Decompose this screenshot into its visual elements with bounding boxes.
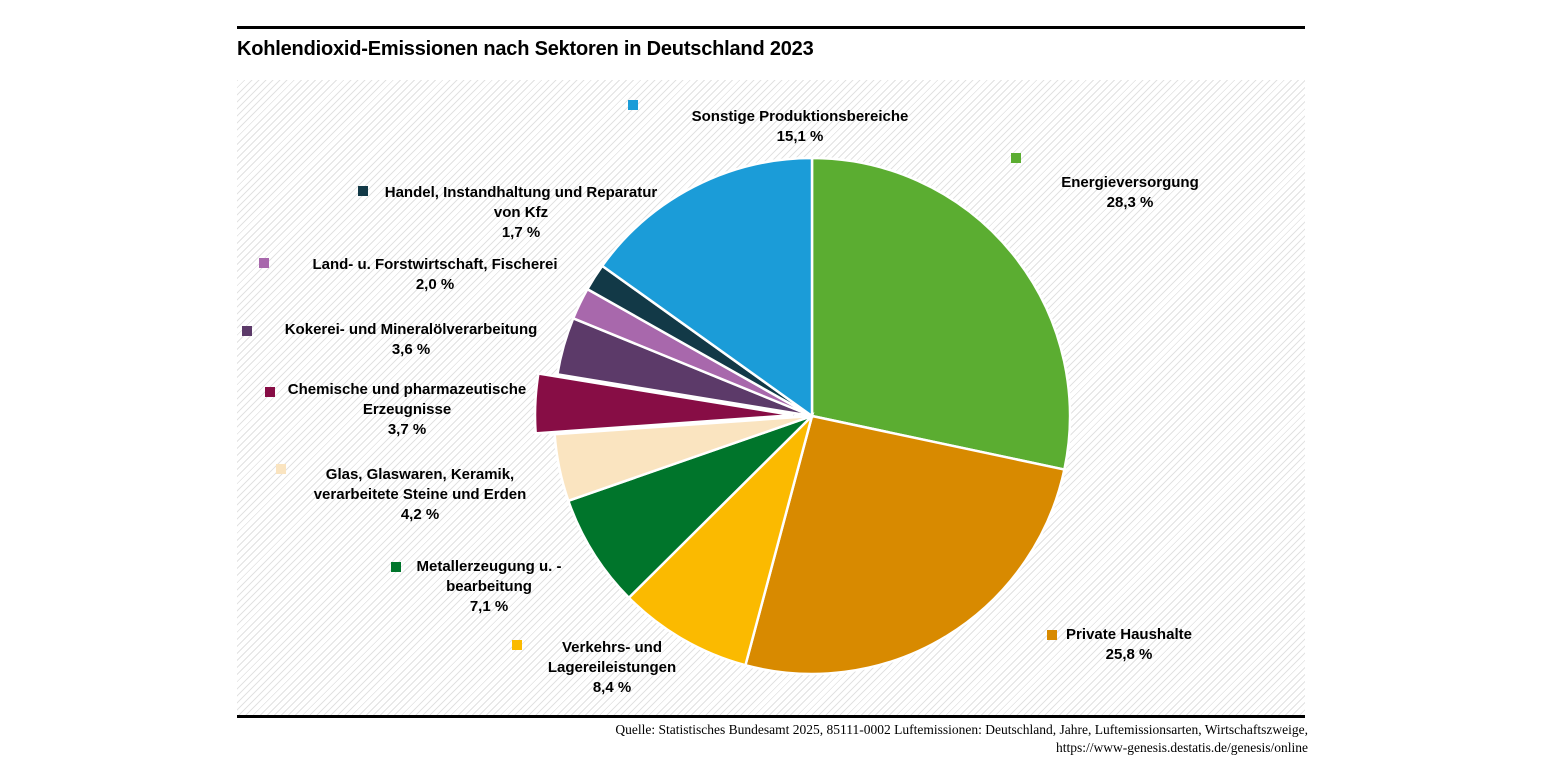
slice-label-kokerei: Kokerei- und Mineralölverarbeitung 3,6 % xyxy=(285,320,538,360)
source-line2: https://www-genesis.destatis.de/genesis/… xyxy=(1056,740,1308,755)
chart-area xyxy=(237,80,1305,715)
slice-label-energieversorgung: Energieversorgung 28,3 % xyxy=(1061,173,1199,213)
slice-label-chemie: Chemische und pharmazeutische Erzeugniss… xyxy=(288,380,526,440)
slice-label-landwirtschaft: Land- u. Forstwirtschaft, Fischerei 2,0 … xyxy=(312,255,557,295)
slice-label-pct: 1,7 % xyxy=(501,224,541,241)
legend-marker-sonstige xyxy=(628,100,638,110)
legend-marker-kokerei xyxy=(242,326,252,336)
legend-marker-verkehr xyxy=(512,640,522,650)
slice-label-text: Sonstige Produktionsbereiche xyxy=(691,108,909,125)
bottom-rule xyxy=(237,715,1305,718)
legend-marker-handel xyxy=(358,186,368,196)
pie-slice xyxy=(566,414,813,600)
legend-marker-chemie xyxy=(265,387,275,397)
slice-label-text: Land- u. Forstwirtschaft, Fischerei xyxy=(312,256,558,273)
pie-slice xyxy=(810,156,1072,472)
slice-label-pct: 3,6 % xyxy=(391,341,431,358)
slice-label-pct: 3,7 % xyxy=(387,421,427,438)
legend-marker-energieversorgung xyxy=(1011,153,1021,163)
slice-label-text: Handel, Instandhaltung und Reparatur von… xyxy=(384,184,658,221)
slice-label-pct: 2,0 % xyxy=(415,276,455,293)
slice-label-handel: Handel, Instandhaltung und Reparatur von… xyxy=(385,183,658,243)
slice-label-pct: 7,1 % xyxy=(469,598,509,615)
slice-label-pct: 28,3 % xyxy=(1106,194,1154,211)
legend-marker-private-haushalte xyxy=(1047,630,1057,640)
legend-marker-metall xyxy=(391,562,401,572)
pie-slice xyxy=(743,414,1066,676)
slice-label-sonstige: Sonstige Produktionsbereiche 15,1 % xyxy=(692,107,909,147)
legend-marker-landwirtschaft xyxy=(259,258,269,268)
slice-label-text: Metallerzeugung u. - bearbeitung xyxy=(416,558,562,595)
slice-label-text: Verkehrs- und Lagereileistungen xyxy=(547,639,677,676)
slice-label-pct: 8,4 % xyxy=(592,679,632,696)
pie-slice xyxy=(553,414,813,503)
slice-label-text: Energieversorgung xyxy=(1061,174,1199,191)
pie-chart xyxy=(533,156,1072,676)
slice-label-glas: Glas, Glaswaren, Keramik, verarbeitete S… xyxy=(314,465,527,525)
slice-label-pct: 4,2 % xyxy=(400,506,440,523)
source-line1: Quelle: Statistisches Bundesamt 2025, 85… xyxy=(615,722,1308,737)
source-note: Quelle: Statistisches Bundesamt 2025, 85… xyxy=(615,721,1308,757)
legend-marker-glas xyxy=(276,464,286,474)
slice-label-text: Glas, Glaswaren, Keramik, verarbeitete S… xyxy=(313,466,527,503)
slice-label-private-haushalte: Private Haushalte 25,8 % xyxy=(1066,625,1192,665)
page-title: Kohlendioxid-Emissionen nach Sektoren in… xyxy=(237,38,814,60)
slice-label-pct: 15,1 % xyxy=(776,128,824,145)
slice-label-metall: Metallerzeugung u. - bearbeitung 7,1 % xyxy=(416,557,561,617)
slice-label-text: Private Haushalte xyxy=(1066,626,1192,643)
pie-slice xyxy=(627,411,815,667)
pie-slice xyxy=(533,372,794,435)
slice-label-text: Chemische und pharmazeutische Erzeugniss… xyxy=(287,381,527,418)
slice-label-pct: 25,8 % xyxy=(1105,646,1153,663)
pie-slice xyxy=(600,156,814,419)
slice-label-text: Kokerei- und Mineralölverarbeitung xyxy=(284,321,538,338)
top-rule xyxy=(237,26,1305,29)
slice-label-verkehr: Verkehrs- und Lagereileistungen 8,4 % xyxy=(548,638,676,698)
